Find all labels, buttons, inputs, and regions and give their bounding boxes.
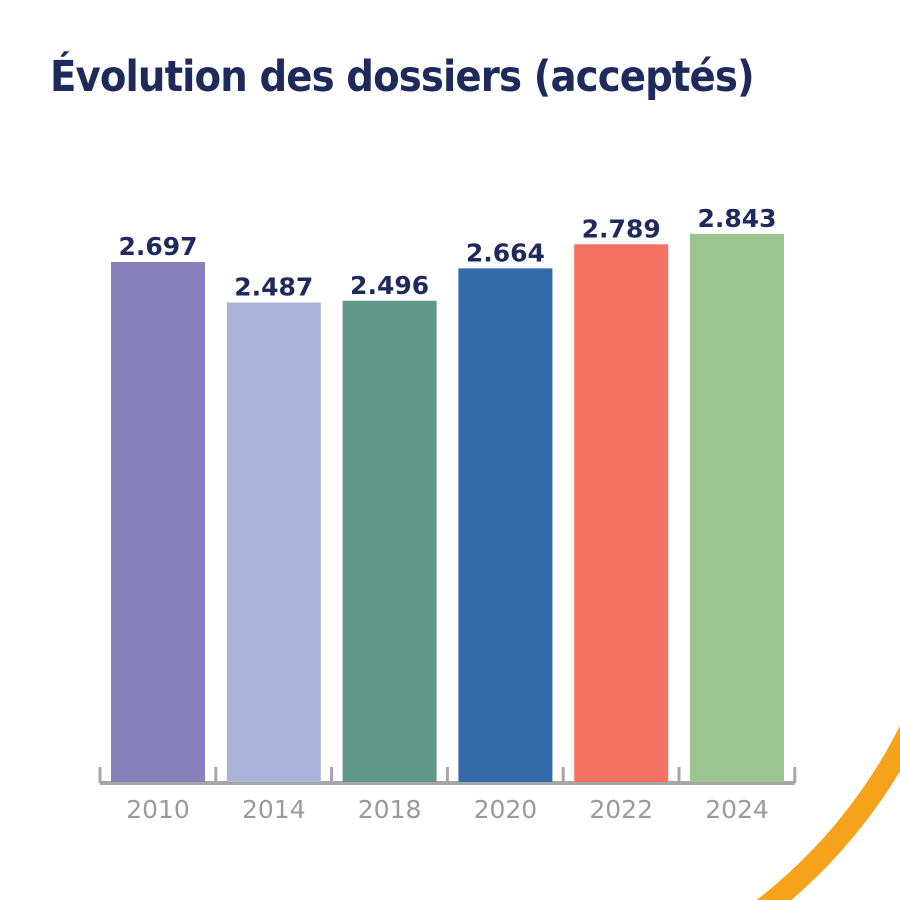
x-tick-label: 2018 (358, 795, 422, 824)
x-tick-label: 2014 (242, 795, 306, 824)
bar-2020 (458, 268, 553, 782)
bar-2022 (574, 244, 669, 782)
bar-2010 (111, 262, 205, 782)
value-label: 2.664 (466, 238, 545, 267)
bar-2014 (226, 302, 321, 782)
decorative-arc (756, 725, 900, 900)
x-tick-label: 2022 (589, 795, 653, 824)
bar-2024 (690, 233, 784, 782)
x-tick-label: 2010 (126, 795, 190, 824)
x-tick-label: 2020 (474, 795, 538, 824)
value-label: 2.487 (234, 272, 313, 301)
value-label: 2.697 (118, 232, 197, 261)
value-label: 2.496 (350, 271, 429, 300)
bar-2018 (342, 300, 437, 782)
x-tick-label: 2024 (705, 795, 769, 824)
chart-title: Évolution des dossiers (acceptés) (50, 52, 755, 102)
value-label: 2.789 (582, 214, 661, 243)
value-label: 2.843 (697, 204, 776, 233)
